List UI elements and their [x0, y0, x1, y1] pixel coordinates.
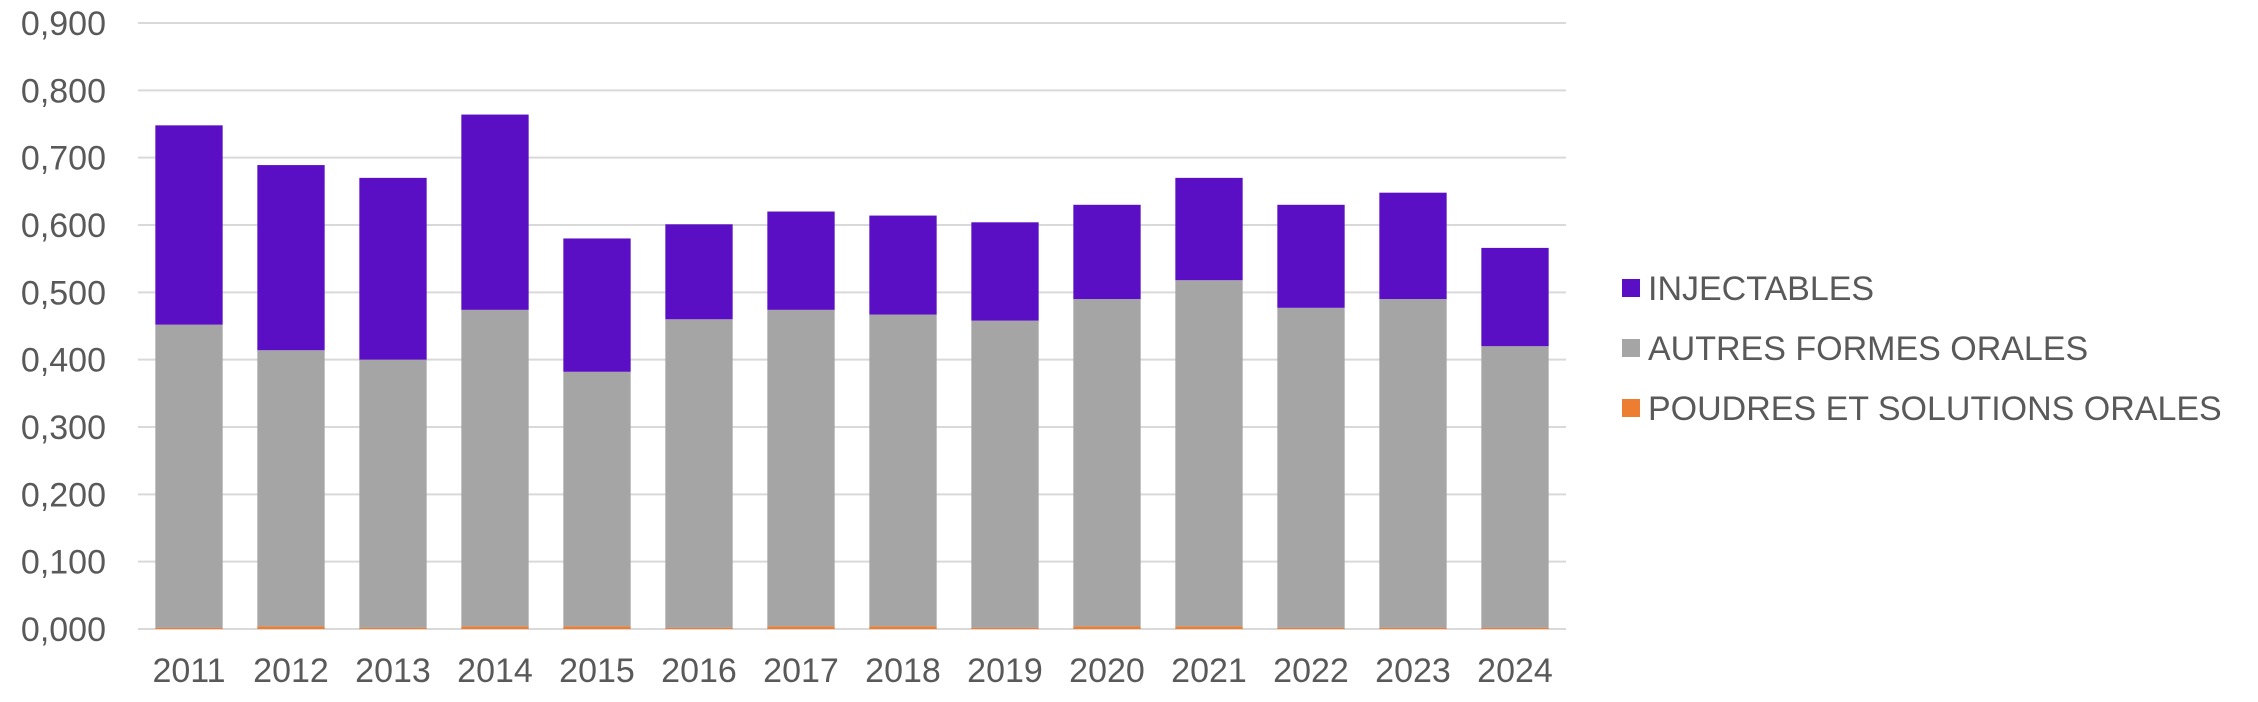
y-tick-label: 0,300	[21, 409, 106, 447]
bar-segment	[1073, 299, 1141, 627]
bar-segment	[665, 627, 733, 629]
x-tick-label: 2021	[1171, 652, 1247, 690]
bar-segment	[1175, 177, 1243, 281]
x-tick-label: 2023	[1375, 652, 1451, 690]
x-tick-label: 2016	[661, 652, 737, 690]
bars	[155, 114, 1549, 629]
x-tick-label: 2024	[1477, 652, 1553, 690]
bar-segment	[563, 626, 631, 629]
bar-segment	[869, 215, 937, 315]
gridlines	[138, 22, 1566, 630]
legend-label: INJECTABLES	[1648, 270, 1874, 308]
bar-segment	[767, 211, 835, 310]
x-tick-label: 2014	[457, 652, 533, 690]
y-tick-label: 0,900	[21, 5, 106, 43]
bar-segment	[767, 626, 835, 629]
bar-segment	[1481, 346, 1549, 628]
bar-segment	[1277, 627, 1345, 629]
bar-segment	[155, 627, 223, 629]
bar-segment	[1073, 204, 1141, 300]
x-tick-label: 2013	[355, 652, 431, 690]
x-tick-label: 2017	[763, 652, 839, 690]
x-tick-label: 2012	[253, 652, 329, 690]
bar-segment	[257, 350, 325, 627]
bar-segment	[971, 627, 1039, 629]
bar-segment	[869, 314, 937, 627]
bar-segment	[1277, 307, 1345, 628]
x-tick-label: 2022	[1273, 652, 1349, 690]
y-tick-label: 0,600	[21, 207, 106, 245]
legend-label: POUDRES ET SOLUTIONS ORALES	[1648, 390, 2222, 428]
bar-segment	[359, 627, 427, 629]
bar-segment	[1175, 280, 1243, 627]
bar-segment	[1175, 626, 1243, 629]
x-tick-label: 2011	[152, 652, 225, 690]
bar-segment	[461, 309, 529, 627]
y-tick-label: 0,400	[21, 342, 106, 380]
legend-swatch	[1622, 339, 1640, 357]
x-tick-label: 2020	[1069, 652, 1145, 690]
bar-segment	[257, 165, 325, 351]
bar-segment	[563, 238, 631, 372]
x-tick-label: 2019	[967, 652, 1043, 690]
bar-segment	[257, 626, 325, 629]
legend: INJECTABLES AUTRES FORMES ORALES POUDRES E…	[1622, 270, 2222, 428]
bar-segment	[1277, 204, 1345, 308]
bar-segment	[1379, 299, 1447, 628]
bar-segment	[971, 320, 1039, 628]
bar-segment	[359, 177, 427, 360]
bar-segment	[1379, 192, 1447, 300]
x-axis-tick-labels: 2011 2012 2013 2014 2015 2016 2017 2018 2019 2020…	[152, 652, 1552, 690]
y-tick-label: 0,500	[21, 274, 106, 312]
legend-swatch	[1622, 399, 1640, 417]
bar-segment	[563, 371, 631, 627]
bar-segment	[359, 359, 427, 628]
y-tick-label: 0,100	[21, 544, 106, 582]
bar-segment	[155, 324, 223, 628]
legend-swatch	[1622, 279, 1640, 297]
x-tick-label: 2015	[559, 652, 635, 690]
bar-segment	[665, 224, 733, 320]
bar-segment	[461, 626, 529, 629]
bar-segment	[869, 626, 937, 629]
y-tick-label: 0,000	[21, 611, 106, 649]
y-axis-tick-labels: 0,000 0,100 0,200 0,300 0,400 0,500 0,600 0,700…	[21, 5, 106, 649]
y-tick-label: 0,800	[21, 72, 106, 110]
bar-segment	[767, 309, 835, 627]
x-tick-label: 2018	[865, 652, 941, 690]
bar-segment	[1073, 626, 1141, 629]
bar-segment	[971, 222, 1039, 321]
bar-segment	[461, 114, 529, 310]
bar-segment	[155, 125, 223, 325]
y-tick-label: 0,200	[21, 476, 106, 514]
bar-segment	[1481, 247, 1549, 347]
bar-segment	[1379, 627, 1447, 629]
y-tick-label: 0,700	[21, 140, 106, 178]
bar-segment	[665, 319, 733, 628]
bar-segment	[1481, 627, 1549, 629]
legend-label: AUTRES FORMES ORALES	[1648, 330, 2088, 368]
